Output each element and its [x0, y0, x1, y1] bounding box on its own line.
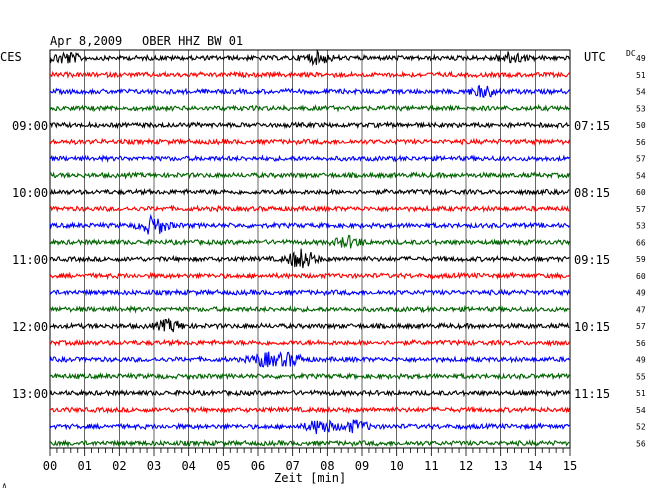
minute-grid [84, 50, 536, 448]
seismic-trace [49, 103, 570, 113]
left-time-label: 11:00 [12, 253, 48, 267]
right-time-label: 10:15 [574, 320, 610, 334]
x-tick-label: 13 [493, 459, 507, 473]
dc-value-label: 54 [636, 406, 646, 415]
right-timezone-label: UTC [584, 50, 606, 64]
x-tick-label: 01 [77, 459, 91, 473]
seismic-trace [49, 187, 570, 197]
x-axis: 00 01 02 03 04 05 06 07 08 09 10 11 12 13 14 15 [43, 448, 577, 473]
x-axis-title: Zeit [min] [274, 471, 346, 485]
trace-group [49, 48, 570, 448]
right-time-label: 08:15 [574, 186, 610, 200]
x-tick-label: 07 [285, 459, 299, 473]
dc-value-label: 54 [636, 171, 646, 180]
seismic-trace [49, 120, 570, 130]
plot-frame [49, 49, 571, 449]
x-tick-label: 05 [216, 459, 230, 473]
x-tick-label: 14 [528, 459, 542, 473]
dc-value-label: 56 [636, 439, 646, 448]
time-label-group: 09:00 10:00 11:00 12:00 13:00 07:15 08:15 09:15… [12, 54, 646, 448]
seismic-trace [49, 351, 570, 368]
dc-value-label: 55 [636, 372, 646, 381]
corner-mark: ∧ [2, 481, 7, 490]
seismic-trace [49, 439, 570, 448]
seismic-trace [49, 318, 570, 333]
dc-value-label: 54 [636, 88, 646, 97]
seismic-trace [49, 84, 570, 98]
x-tick-label: 12 [459, 459, 473, 473]
seismic-trace [49, 288, 570, 297]
right-time-label: 09:15 [574, 253, 610, 267]
dc-value-label: 52 [636, 423, 646, 432]
dc-value-label: 50 [636, 121, 646, 130]
dc-value-label: 56 [636, 339, 646, 348]
dc-value-label: 57 [636, 155, 646, 164]
seismic-trace [49, 371, 570, 381]
x-tick-label: 03 [147, 459, 161, 473]
dc-header-label: DC [626, 49, 636, 58]
seismic-trace [49, 304, 570, 314]
seismic-trace [49, 171, 570, 180]
dc-value-label: 57 [636, 322, 646, 331]
seismic-trace [49, 137, 570, 146]
left-timezone-label: CES [0, 50, 22, 64]
seismic-trace [49, 234, 570, 249]
dc-value-label: 53 [636, 104, 646, 113]
station-code: OBER HHZ BW 01 [142, 34, 243, 48]
dc-value-label: 60 [636, 188, 646, 197]
right-time-label: 11:15 [574, 387, 610, 401]
dc-value-label: 47 [636, 305, 646, 314]
dc-value-label: 56 [636, 138, 646, 147]
dc-value-label: 49 [636, 54, 646, 63]
seismic-trace [49, 338, 570, 347]
x-tick-label: 11 [424, 459, 438, 473]
seismic-trace [49, 405, 570, 415]
dc-value-label: 49 [636, 289, 646, 298]
x-tick-label: 15 [563, 459, 577, 473]
seismic-trace [49, 48, 570, 67]
x-tick-label: 02 [112, 459, 126, 473]
seismic-trace [49, 70, 570, 80]
x-tick-label: 00 [43, 459, 57, 473]
dc-value-label: 59 [636, 255, 646, 264]
x-tick-label: 04 [181, 459, 195, 473]
seismic-trace [49, 154, 570, 164]
x-tick-label: 09 [355, 459, 369, 473]
seismic-trace [49, 271, 570, 281]
x-tick-label: 08 [320, 459, 334, 473]
dc-value-label: 53 [636, 222, 646, 231]
seismic-trace [49, 388, 570, 398]
dc-value-label: 51 [636, 389, 646, 398]
x-tick-label: 10 [389, 459, 403, 473]
seismic-trace [49, 248, 570, 269]
dc-value-label: 57 [636, 205, 646, 214]
record-date: Apr 8,2009 [50, 34, 122, 48]
dc-value-label: 60 [636, 272, 646, 281]
left-time-label: 13:00 [12, 387, 48, 401]
x-tick-label: 06 [251, 459, 265, 473]
dc-value-label: 49 [636, 356, 646, 365]
left-time-label: 10:00 [12, 186, 48, 200]
left-time-label: 09:00 [12, 119, 48, 133]
right-time-label: 07:15 [574, 119, 610, 133]
dc-value-label: 51 [636, 71, 646, 80]
left-time-label: 12:00 [12, 320, 48, 334]
seismic-trace [49, 204, 570, 213]
seismic-trace [49, 419, 570, 435]
seismic-trace [49, 213, 570, 235]
dc-value-label: 66 [636, 238, 646, 247]
